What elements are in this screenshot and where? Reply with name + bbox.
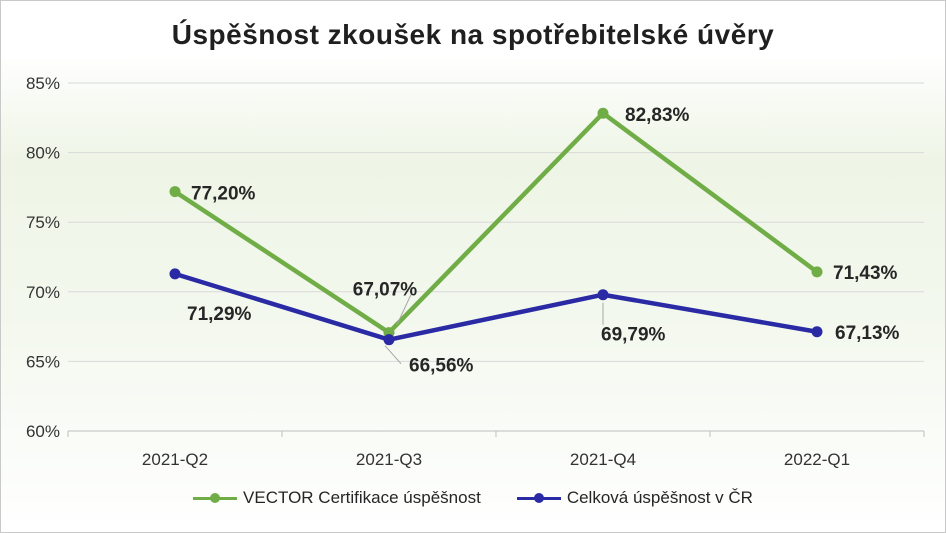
- legend-item-celkova: Celková úspěšnost v ČR: [516, 488, 753, 508]
- legend-item-vector: VECTOR Certifikace úspěšnost: [193, 488, 481, 508]
- x-tick-label: 2021-Q3: [356, 450, 422, 469]
- label-leader-line: [396, 294, 412, 325]
- legend: VECTOR Certifikace úspěšnost Celková úsp…: [1, 488, 945, 508]
- data-label: 71,29%: [187, 304, 252, 325]
- y-tick-label: 85%: [26, 74, 60, 93]
- x-tick-label: 2022-Q1: [784, 450, 850, 469]
- x-tick-label: 2021-Q2: [142, 450, 208, 469]
- legend-label-celkova: Celková úspěšnost v ČR: [566, 488, 753, 507]
- data-label: 66,56%: [409, 356, 474, 377]
- series-line-0: [173, 110, 819, 335]
- x-tick-label: 2021-Q4: [570, 450, 636, 469]
- legend-swatch-celkova: [516, 490, 561, 506]
- y-tick-label: 75%: [26, 213, 60, 232]
- data-point: [597, 107, 609, 119]
- data-label: 77,20%: [191, 184, 256, 205]
- chart-title: Úspěšnost zkoušek na spotřebitelské úvěr…: [171, 19, 775, 50]
- data-label: 71,43%: [833, 263, 898, 284]
- label-leader-line: [384, 345, 402, 365]
- data-label: 67,07%: [353, 280, 418, 301]
- data-label: 69,79%: [601, 325, 666, 346]
- data-point: [169, 268, 181, 280]
- legend-label-vector: VECTOR Certifikace úspěšnost: [243, 488, 481, 507]
- data-label: 67,13%: [835, 323, 900, 344]
- data-point: [811, 266, 823, 278]
- data-point: [597, 289, 609, 301]
- legend-swatch-vector: [193, 490, 238, 506]
- y-tick-label: 80%: [26, 144, 60, 163]
- data-label: 82,83%: [625, 105, 690, 126]
- data-point: [811, 326, 823, 338]
- data-point: [383, 334, 395, 346]
- y-tick-label: 65%: [26, 352, 60, 371]
- data-point: [169, 186, 181, 198]
- series-line-1: [174, 271, 818, 342]
- y-tick-label: 60%: [26, 422, 60, 441]
- y-tick-label: 70%: [26, 283, 60, 302]
